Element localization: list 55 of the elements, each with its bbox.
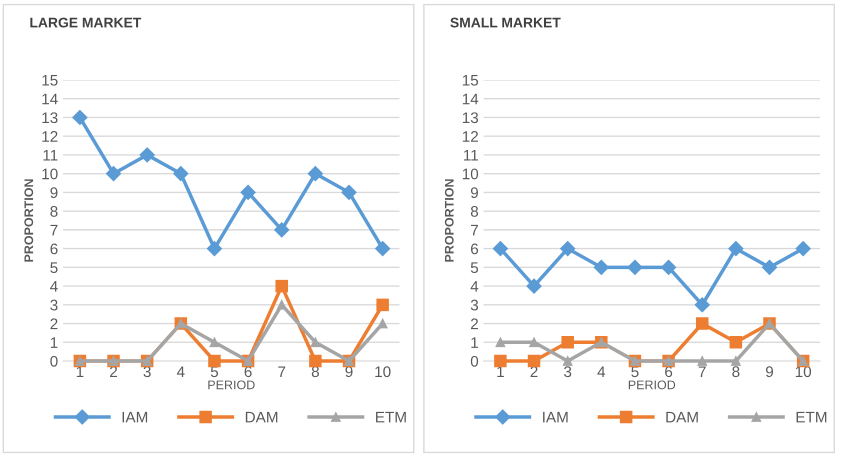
- y-tick-label: 4: [50, 281, 58, 292]
- y-tick-label: 15: [42, 75, 58, 86]
- y-tick-label: 10: [42, 168, 58, 180]
- y-tick-label: 5: [50, 262, 58, 274]
- legend-label: IAM: [122, 412, 148, 422]
- y-tick-label: 0: [50, 356, 58, 367]
- y-tick-label: 11: [464, 150, 478, 160]
- y-tick-label: 3: [50, 300, 58, 311]
- legend-label: DAM: [666, 412, 698, 422]
- x-axis-title: PERIOD: [628, 380, 676, 390]
- y-tick-label: 6: [50, 243, 58, 254]
- x-tick-label: 7: [278, 366, 286, 377]
- x-tick-label: 1: [497, 366, 504, 377]
- x-tick-label: 3: [564, 366, 572, 378]
- chart-title: SMALL MARKET: [450, 18, 561, 28]
- y-tick-label: 2: [470, 318, 478, 330]
- y-tick-label: 14: [42, 94, 58, 104]
- y-tick-label: 9: [50, 187, 58, 198]
- y-tick-label: 4: [470, 281, 478, 292]
- x-tick-label: 1: [76, 366, 84, 377]
- y-tick-label: 2: [50, 318, 58, 330]
- y-tick-label: 10: [462, 168, 478, 180]
- y-tick-label: 9: [470, 187, 478, 198]
- x-tick-label: 4: [176, 366, 185, 377]
- y-tick-label: 13: [462, 112, 478, 124]
- y-tick-label: 3: [470, 300, 478, 311]
- legend-label: DAM: [246, 412, 278, 422]
- y-tick-label: 12: [462, 131, 478, 142]
- legend-label: IAM: [543, 412, 568, 422]
- y-tick-label: 7: [50, 224, 58, 236]
- x-tick-label: 10: [375, 366, 391, 378]
- y-tick-label: 8: [470, 206, 478, 217]
- y-tick-label: 12: [42, 131, 58, 142]
- x-tick-label: 8: [732, 366, 740, 378]
- y-tick-label: 8: [50, 206, 58, 217]
- y-tick-label: 13: [42, 112, 58, 124]
- x-tick-label: 7: [698, 366, 706, 377]
- y-tick-label: 1: [50, 337, 58, 348]
- y-tick-label: 5: [470, 262, 478, 274]
- y-tick-label: 6: [470, 243, 478, 254]
- legend-label: ETM: [376, 412, 406, 422]
- x-axis-title: PERIOD: [208, 380, 255, 390]
- y-axis-title: PROPORTION: [24, 179, 34, 262]
- y-tick-label: 7: [471, 224, 478, 236]
- y-tick-label: 0: [470, 356, 478, 367]
- x-tick-label: 4: [597, 366, 606, 377]
- y-tick-label: 14: [462, 94, 478, 104]
- y-tick-label: 1: [471, 337, 478, 348]
- y-tick-label: 11: [44, 150, 58, 160]
- x-tick-label: 10: [796, 366, 812, 378]
- y-tick-label: 15: [462, 75, 478, 86]
- x-tick-label: 9: [766, 366, 774, 378]
- legend-label: ETM: [796, 412, 826, 422]
- y-axis-title: PROPORTION: [444, 179, 454, 262]
- chart-title: LARGE MARKET: [30, 18, 142, 28]
